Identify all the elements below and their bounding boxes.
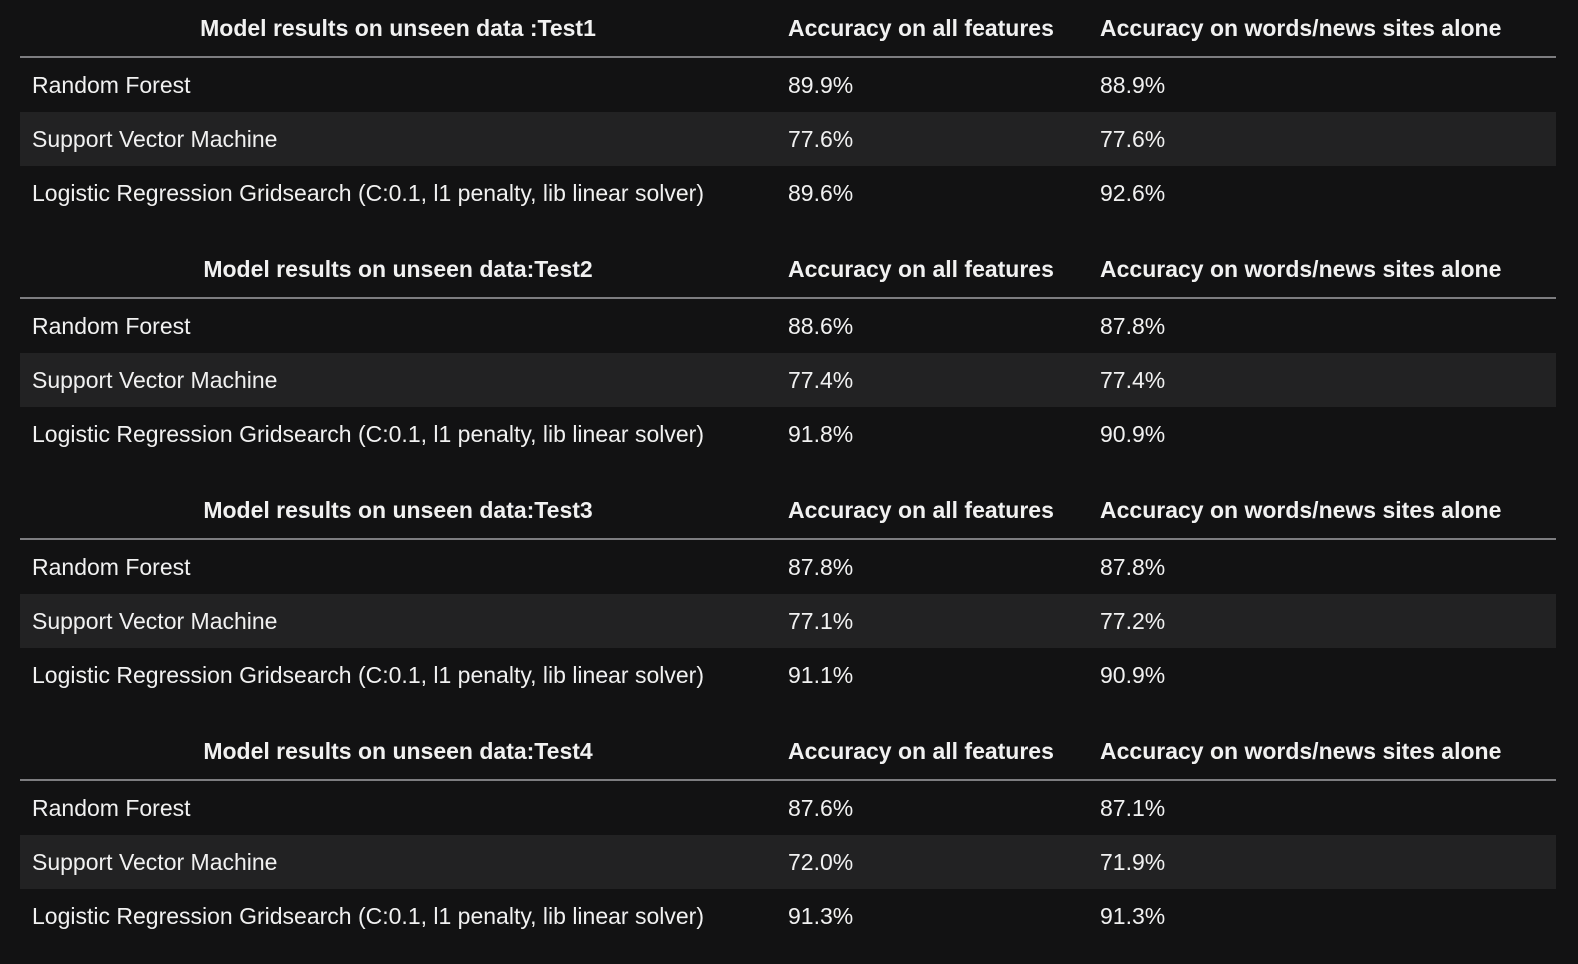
table-row: Logistic Regression Gridsearch (C:0.1, l… [20,407,1556,461]
results-table-test4: Model results on unseen data:Test4 Accur… [20,723,1556,943]
accuracy-all-features-cell: 89.6% [788,179,854,206]
model-name-cell: Logistic Regression Gridsearch (C:0.1, l… [32,179,704,206]
header-row: Model results on unseen data:Test4 Accur… [20,723,1556,781]
table-title: Model results on unseen data:Test2 [20,241,776,299]
model-name-cell: Logistic Regression Gridsearch (C:0.1, l… [32,420,704,447]
accuracy-words-sites-cell: 87.1% [1100,794,1166,821]
table-title: Model results on unseen data :Test1 [20,0,776,58]
column-header-all-features: Accuracy on all features [776,723,1088,781]
header-row: Model results on unseen data:Test2 Accur… [20,241,1556,299]
table-title: Model results on unseen data:Test3 [20,482,776,540]
accuracy-all-features-cell: 87.8% [788,553,854,580]
accuracy-all-features-cell: 91.1% [788,661,854,688]
table-row: Random Forest 87.8% 87.8% [20,539,1556,594]
results-table-test3: Model results on unseen data:Test3 Accur… [20,482,1556,702]
results-block-test1: Model results on unseen data :Test1 Accu… [20,0,1556,241]
model-name-cell: Support Vector Machine [20,835,776,889]
accuracy-all-features-cell: 91.3% [788,902,854,929]
results-block-test4: Model results on unseen data:Test4 Accur… [20,723,1556,964]
header-row: Model results on unseen data:Test3 Accur… [20,482,1556,540]
table-row: Support Vector Machine 77.6% 77.6% [20,112,1556,166]
results-block-test2: Model results on unseen data:Test2 Accur… [20,241,1556,482]
column-header-all-features: Accuracy on all features [776,0,1088,58]
model-name-cell: Support Vector Machine [20,353,776,407]
accuracy-words-sites-cell: 92.6% [1100,179,1166,206]
table-row: Random Forest 89.9% 88.9% [20,57,1556,112]
results-table-test1: Model results on unseen data :Test1 Accu… [20,0,1556,220]
accuracy-words-sites-cell: 77.2% [1088,594,1556,648]
column-header-words-sites: Accuracy on words/news sites alone [1088,241,1556,299]
accuracy-words-sites-cell: 87.8% [1100,312,1166,339]
model-name-cell: Logistic Regression Gridsearch (C:0.1, l… [32,661,704,688]
results-block-test3: Model results on unseen data:Test3 Accur… [20,482,1556,723]
accuracy-words-sites-cell: 71.9% [1088,835,1556,889]
table-row: Logistic Regression Gridsearch (C:0.1, l… [20,889,1556,943]
results-table-test2: Model results on unseen data:Test2 Accur… [20,241,1556,461]
accuracy-all-features-cell: 77.6% [776,112,1088,166]
accuracy-all-features-cell: 77.4% [776,353,1088,407]
table-row: Support Vector Machine 77.1% 77.2% [20,594,1556,648]
header-row: Model results on unseen data :Test1 Accu… [20,0,1556,58]
table-row: Random Forest 88.6% 87.8% [20,298,1556,353]
model-name-cell: Support Vector Machine [20,112,776,166]
model-name-cell: Logistic Regression Gridsearch (C:0.1, l… [32,902,704,929]
table-row: Support Vector Machine 77.4% 77.4% [20,353,1556,407]
table-row: Logistic Regression Gridsearch (C:0.1, l… [20,648,1556,702]
model-name-cell: Support Vector Machine [20,594,776,648]
accuracy-all-features-cell: 91.8% [788,420,854,447]
model-name-cell: Random Forest [32,553,191,580]
accuracy-words-sites-cell: 91.3% [1100,902,1166,929]
accuracy-words-sites-cell: 77.4% [1088,353,1556,407]
column-header-all-features: Accuracy on all features [776,482,1088,540]
table-row: Logistic Regression Gridsearch (C:0.1, l… [20,166,1556,220]
accuracy-words-sites-cell: 90.9% [1100,420,1166,447]
model-name-cell: Random Forest [32,794,191,821]
accuracy-words-sites-cell: 90.9% [1100,661,1166,688]
model-name-cell: Random Forest [32,312,191,339]
column-header-all-features: Accuracy on all features [776,241,1088,299]
accuracy-all-features-cell: 77.1% [776,594,1088,648]
model-name-cell: Random Forest [32,71,191,98]
table-row: Support Vector Machine 72.0% 71.9% [20,835,1556,889]
column-header-words-sites: Accuracy on words/news sites alone [1088,0,1556,58]
table-row: Random Forest 87.6% 87.1% [20,780,1556,835]
accuracy-words-sites-cell: 88.9% [1100,71,1166,98]
column-header-words-sites: Accuracy on words/news sites alone [1088,723,1556,781]
accuracy-all-features-cell: 88.6% [788,312,854,339]
accuracy-words-sites-cell: 77.6% [1088,112,1556,166]
accuracy-words-sites-cell: 87.8% [1100,553,1166,580]
table-title: Model results on unseen data:Test4 [20,723,776,781]
accuracy-all-features-cell: 72.0% [776,835,1088,889]
accuracy-all-features-cell: 89.9% [788,71,854,98]
results-tables: Model results on unseen data :Test1 Accu… [20,0,1556,964]
column-header-words-sites: Accuracy on words/news sites alone [1088,482,1556,540]
accuracy-all-features-cell: 87.6% [788,794,854,821]
